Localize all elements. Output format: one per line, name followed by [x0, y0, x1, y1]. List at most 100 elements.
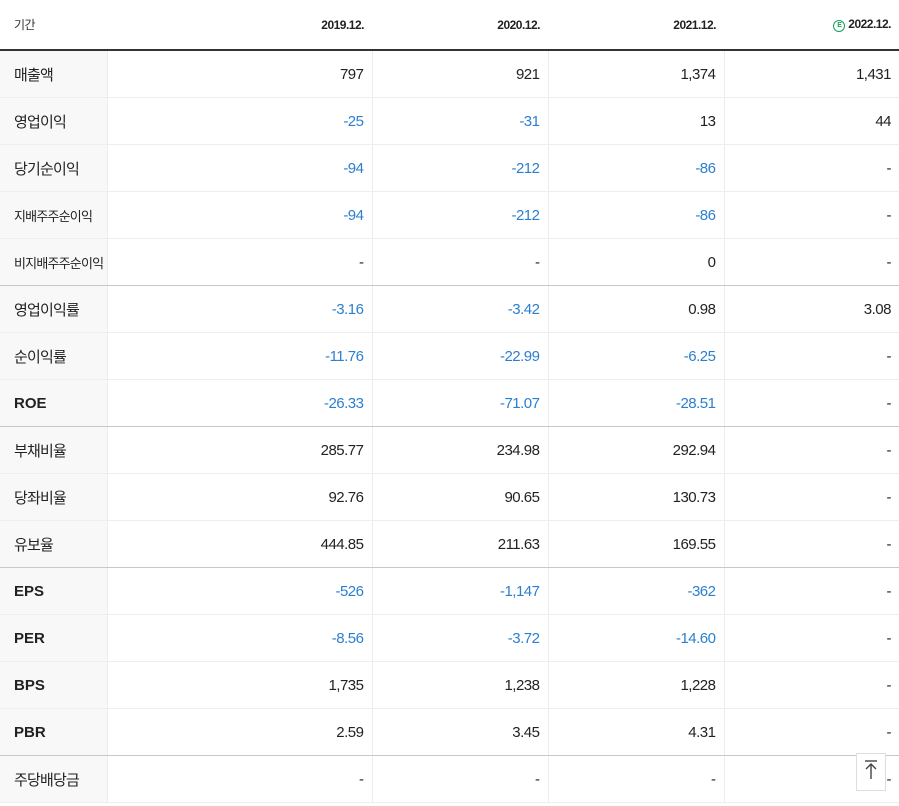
- cell-2022: 3.08: [723, 285, 899, 333]
- row-label: 부채비율: [0, 426, 107, 474]
- cell-2020: -212: [371, 144, 548, 192]
- cell-2020: -: [371, 755, 548, 803]
- header-row: 기간 2019.12. 2020.12. 2021.12. E 2022.12.: [0, 0, 899, 51]
- row-label: 순이익률: [0, 332, 107, 380]
- cell-2019: -26.33: [106, 379, 372, 427]
- period-header: 기간: [0, 0, 107, 51]
- cell-2021: 1,374: [547, 50, 724, 98]
- row-label: 당기순이익: [0, 144, 107, 192]
- cell-2019: -: [106, 755, 372, 803]
- cell-2019: 92.76: [106, 473, 372, 521]
- table-row: BPS 1,735 1,238 1,228-: [0, 661, 899, 709]
- row-label: 매출액: [0, 50, 107, 98]
- cell-2019: -25: [106, 97, 372, 145]
- table-row: 지배주주순이익 -94 -212 -86-: [0, 191, 899, 239]
- cell-2021: 13: [547, 97, 724, 145]
- cell-2020: 1,238: [371, 661, 548, 709]
- cell-2019: -526: [106, 567, 372, 615]
- table-row: 유보율 444.85 211.63 169.55-: [0, 520, 899, 568]
- cell-2022: -: [723, 332, 899, 380]
- cell-2020: 90.65: [371, 473, 548, 521]
- table-row: PER -8.56 -3.72 -14.60-: [0, 614, 899, 662]
- cell-2020: -: [371, 238, 548, 286]
- row-label: 영업이익률: [0, 285, 107, 333]
- cell-2021: 4.31: [547, 708, 724, 756]
- cell-2020: -3.72: [371, 614, 548, 662]
- cell-2020: 921: [371, 50, 548, 98]
- cell-2021: -: [547, 755, 724, 803]
- cell-2020: -3.42: [371, 285, 548, 333]
- cell-2022: -: [723, 191, 899, 239]
- table-row: 영업이익 -25 -31 13 44: [0, 97, 899, 145]
- cell-2022: -: [723, 614, 899, 662]
- cell-2020: -1,147: [371, 567, 548, 615]
- column-header-2019: 2019.12.: [107, 0, 372, 51]
- cell-2022: -: [723, 379, 899, 427]
- row-label: 비지배주주순이익: [0, 238, 107, 286]
- cell-2020: -71.07: [371, 379, 548, 427]
- cell-2022: 44: [723, 97, 899, 145]
- cell-2020: -31: [371, 97, 548, 145]
- table-row: 주당배당금 - - - -: [0, 755, 899, 803]
- column-header-2021: 2021.12.: [548, 0, 724, 51]
- row-label: 주당배당금: [0, 755, 107, 803]
- table-row: 비지배주주순이익 - -0-: [0, 238, 899, 286]
- cell-2020: 3.45: [371, 708, 548, 756]
- cell-2021: -362: [547, 567, 724, 615]
- cell-2022: -: [723, 426, 899, 474]
- scroll-to-top-button[interactable]: [856, 753, 886, 791]
- table-row: 당좌비율 92.76 90.65 130.73-: [0, 473, 899, 521]
- cell-2019: -3.16: [106, 285, 372, 333]
- cell-2019: 2.59: [106, 708, 372, 756]
- arrow-up-to-line-icon: [864, 759, 878, 786]
- cell-2022: -: [723, 708, 899, 756]
- cell-2020: 234.98: [371, 426, 548, 474]
- cell-2022: 1,431: [723, 50, 899, 98]
- cell-2022: -: [723, 238, 899, 286]
- table-row: 당기순이익 -94 -212 -86-: [0, 144, 899, 192]
- cell-2019: -: [106, 238, 372, 286]
- cell-2020: -22.99: [371, 332, 548, 380]
- cell-2021: 0.98: [547, 285, 724, 333]
- table-row: 매출액 797 921 1,374 1,431: [0, 50, 899, 98]
- table-row: ROE -26.33 -71.07 -28.51-: [0, 379, 899, 427]
- cell-2019: 285.77: [106, 426, 372, 474]
- cell-2021: 0: [547, 238, 724, 286]
- cell-2019: -94: [106, 144, 372, 192]
- cell-2021: 130.73: [547, 473, 724, 521]
- cell-2021: 1,228: [547, 661, 724, 709]
- row-label: PBR: [0, 708, 107, 756]
- cell-2019: 797: [106, 50, 372, 98]
- row-label: 지배주주순이익: [0, 191, 107, 239]
- cell-2022: -: [723, 567, 899, 615]
- table-row: 부채비율 285.77 234.98 292.94-: [0, 426, 899, 474]
- cell-2021: 169.55: [547, 520, 724, 568]
- cell-2022: -: [723, 144, 899, 192]
- row-label: EPS: [0, 567, 107, 615]
- cell-2021: -86: [547, 191, 724, 239]
- cell-2022: -: [723, 473, 899, 521]
- cell-2022: -: [723, 661, 899, 709]
- row-label: 영업이익: [0, 97, 107, 145]
- estimate-icon: E: [833, 20, 846, 32]
- row-label: BPS: [0, 661, 107, 709]
- row-label: 당좌비율: [0, 473, 107, 521]
- table-row: EPS -526 -1,147 -362-: [0, 567, 899, 615]
- column-header-2022: E 2022.12.: [724, 0, 899, 51]
- column-header-2020: 2020.12.: [372, 0, 548, 51]
- table-row: 영업이익률 -3.16 -3.42 0.98 3.08: [0, 285, 899, 333]
- cell-2019: -11.76: [106, 332, 372, 380]
- cell-2021: -14.60: [547, 614, 724, 662]
- cell-2020: -212: [371, 191, 548, 239]
- cell-2019: 1,735: [106, 661, 372, 709]
- row-label: ROE: [0, 379, 107, 427]
- table-row: PBR 2.59 3.45 4.31-: [0, 708, 899, 756]
- row-label: PER: [0, 614, 107, 662]
- cell-2021: -6.25: [547, 332, 724, 380]
- cell-2020: 211.63: [371, 520, 548, 568]
- row-label: 유보율: [0, 520, 107, 568]
- cell-2021: -86: [547, 144, 724, 192]
- table-row: 순이익률 -11.76 -22.99 -6.25-: [0, 332, 899, 380]
- cell-2019: -8.56: [106, 614, 372, 662]
